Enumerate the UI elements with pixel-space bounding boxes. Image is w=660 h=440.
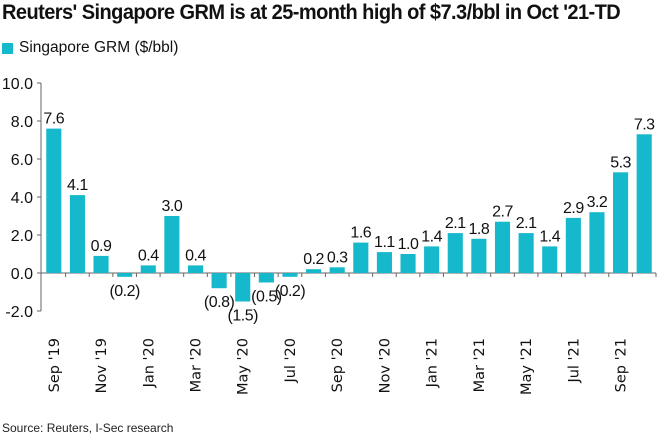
bar xyxy=(447,233,463,273)
bar xyxy=(164,216,180,273)
bar-labels: 7.64.10.9(0.2)0.43.00.4(0.8)(1.5)(0.5)(0… xyxy=(43,111,655,325)
x-tick-label: Nov '20 xyxy=(377,338,393,393)
bar xyxy=(636,134,652,273)
chart-title: Reuters' Singapore GRM is at 25-month hi… xyxy=(2,0,621,24)
bars xyxy=(46,128,652,302)
x-tick-label: May '21 xyxy=(519,338,535,395)
x-tick-label: Sep '20 xyxy=(330,338,346,392)
bar xyxy=(69,195,85,273)
bar xyxy=(187,265,204,273)
y-tick-label: 6.0 xyxy=(11,152,33,169)
source-note: Source: Reuters, I-Sec research xyxy=(2,421,174,435)
bar-value-label: 0.4 xyxy=(185,247,206,264)
bar-value-label: (0.2) xyxy=(109,283,140,300)
x-tick-label: Mar '21 xyxy=(472,338,488,392)
bar xyxy=(211,273,227,289)
y-axis: -2.0 0.0 2.0 4.0 6.0 8.0 10.0 xyxy=(2,76,42,321)
bar xyxy=(471,238,487,273)
bar-value-label: 7.3 xyxy=(634,116,655,133)
legend: Singapore GRM ($/bbl) xyxy=(2,39,178,57)
y-tick-label: 0.0 xyxy=(11,266,33,283)
bar xyxy=(613,172,629,273)
x-tick-label: Nov '19 xyxy=(94,338,110,393)
bar xyxy=(282,273,298,277)
bar-value-label: 1.8 xyxy=(469,221,490,238)
bar xyxy=(93,255,109,273)
bar xyxy=(494,221,511,273)
x-axis xyxy=(41,272,657,277)
bar-value-label: (1.5) xyxy=(228,308,259,325)
bar-value-label: 4.1 xyxy=(67,177,88,194)
bar xyxy=(235,273,251,302)
x-tick-label: Sep '19 xyxy=(47,338,63,392)
bar xyxy=(46,128,62,273)
bar xyxy=(542,246,558,273)
bar-value-label: 0.3 xyxy=(327,249,348,266)
bar xyxy=(306,269,322,273)
bar-value-label: 7.6 xyxy=(43,111,64,128)
bar-value-label: 2.9 xyxy=(563,200,584,217)
legend-label: Singapore GRM ($/bbl) xyxy=(19,39,179,56)
x-tick-label: Mar '20 xyxy=(189,338,205,392)
bar-value-label: 1.4 xyxy=(421,228,442,245)
bar-value-label: 2.1 xyxy=(445,215,466,232)
x-tick-label: Sep '21 xyxy=(614,338,630,392)
y-tick-label: 10.0 xyxy=(2,76,33,93)
bar xyxy=(518,233,534,273)
x-tick-label: Jul '20 xyxy=(283,338,299,384)
bar-value-label: 1.1 xyxy=(374,234,395,251)
bar xyxy=(400,254,416,273)
bar-value-label: 1.6 xyxy=(350,225,371,242)
y-tick-label: -2.0 xyxy=(5,304,33,321)
bar xyxy=(353,242,369,273)
bar-value-label: (0.5) xyxy=(251,289,282,306)
bar xyxy=(329,267,345,273)
bar-value-label: 1.0 xyxy=(398,236,419,253)
y-tick-label: 2.0 xyxy=(11,228,33,245)
y-tick-label: 8.0 xyxy=(11,114,33,131)
bar xyxy=(258,273,274,283)
bar-value-label: 0.4 xyxy=(138,247,159,264)
bar-value-label: 0.9 xyxy=(91,238,112,255)
bar xyxy=(117,273,133,277)
x-tick-label: May '20 xyxy=(236,338,252,395)
bar xyxy=(140,265,156,273)
bar-value-label: 2.7 xyxy=(492,204,513,221)
bar-value-label: 3.0 xyxy=(162,198,183,215)
bar-value-label: 5.3 xyxy=(610,154,631,171)
bar-value-label: (0.8) xyxy=(204,294,235,311)
y-tick-label: 4.0 xyxy=(11,190,33,207)
x-tick-label: Jan '21 xyxy=(425,338,441,388)
x-tick-labels: Sep '19 Nov '19 Jan '20 Mar '20 May '20 Jul '… xyxy=(47,338,630,395)
bar-value-label: 2.1 xyxy=(516,215,537,232)
bar-value-label: (0.2) xyxy=(275,283,306,300)
x-tick-label: Jul '21 xyxy=(566,338,582,384)
bar xyxy=(565,217,581,273)
bar-value-label: 0.2 xyxy=(303,251,324,268)
legend-swatch xyxy=(2,42,13,54)
bar xyxy=(376,252,392,273)
bar-value-label: 3.2 xyxy=(587,194,608,211)
bar xyxy=(424,246,440,273)
bar-value-label: 1.4 xyxy=(539,228,560,245)
bar xyxy=(589,212,605,273)
x-tick-label: Jan '20 xyxy=(141,338,157,388)
